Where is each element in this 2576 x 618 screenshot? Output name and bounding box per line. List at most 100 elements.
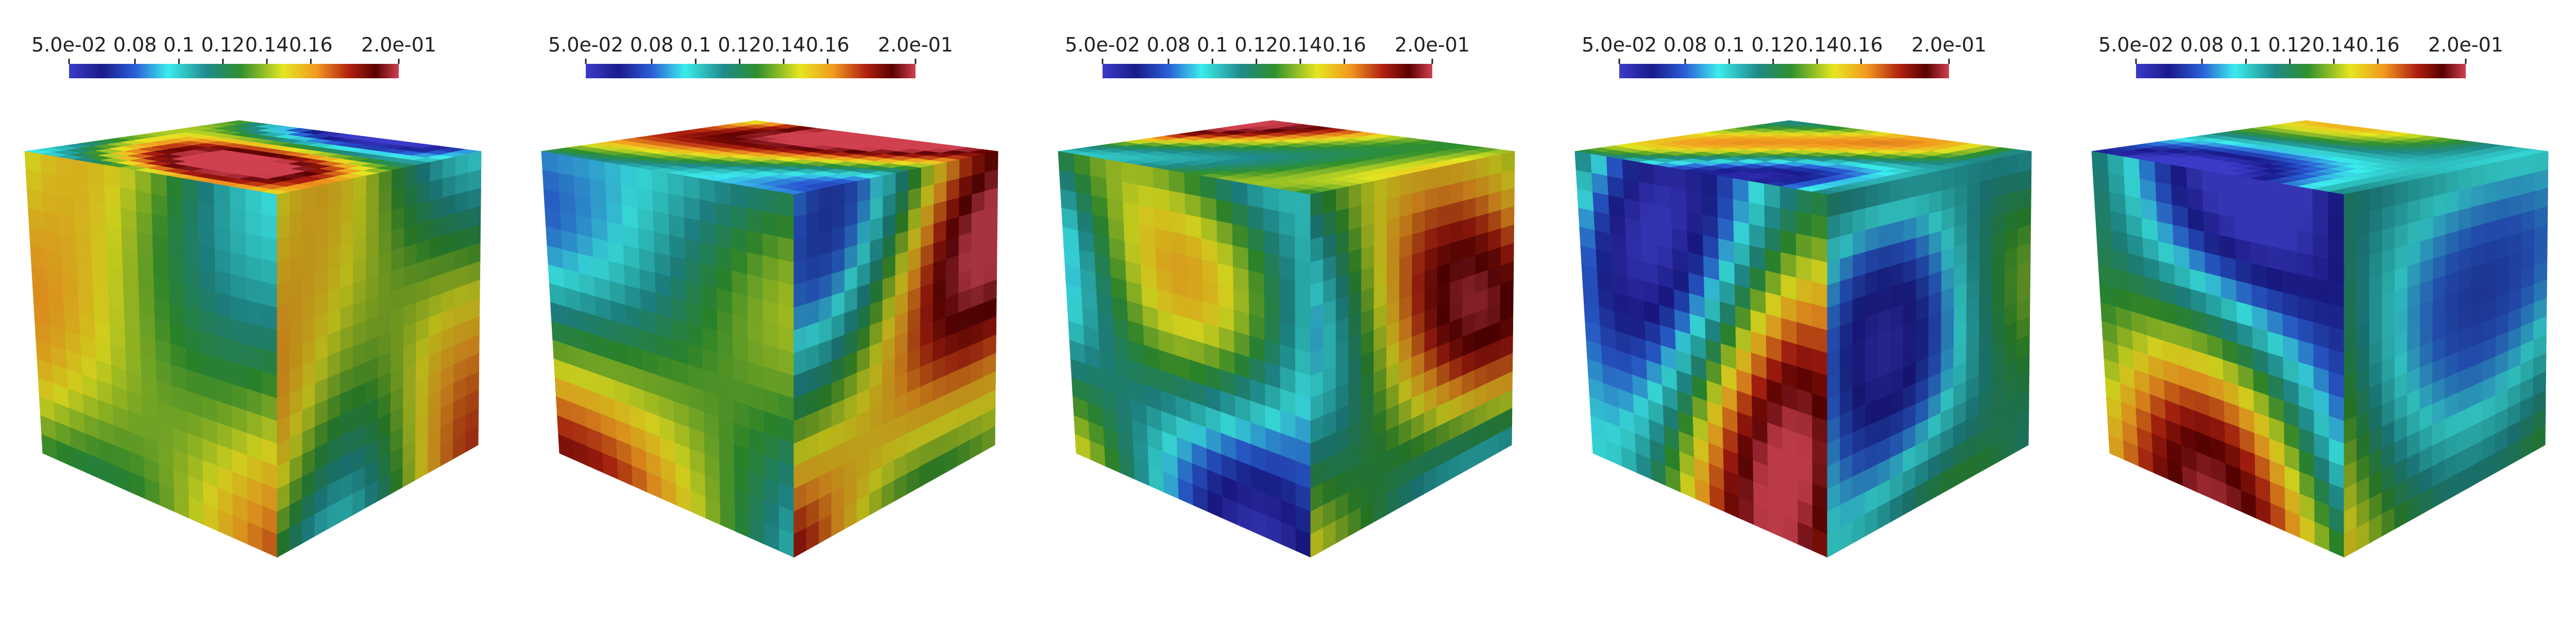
cube-cell bbox=[1765, 270, 1782, 297]
cube-cell bbox=[1121, 162, 1139, 185]
cube-cell bbox=[1279, 211, 1296, 237]
cube-cell bbox=[1450, 200, 1464, 225]
cube-cell bbox=[56, 156, 74, 180]
cube-cell bbox=[2202, 190, 2219, 215]
cube-cell bbox=[353, 237, 367, 263]
cube-cell bbox=[2296, 186, 2313, 212]
cube-cell bbox=[2187, 208, 2205, 232]
cube-cell bbox=[1412, 190, 1426, 215]
cube-cell bbox=[1185, 235, 1203, 260]
cube-cell bbox=[1592, 192, 1610, 215]
cube-cell bbox=[261, 214, 278, 241]
cube-cell bbox=[1890, 241, 1904, 267]
cube-cell bbox=[182, 178, 199, 203]
cube-cell bbox=[2091, 151, 2109, 174]
cube-cell bbox=[1217, 263, 1234, 289]
cube-cell bbox=[1840, 233, 1853, 260]
cube-cell bbox=[946, 197, 960, 221]
cube-cell bbox=[366, 173, 380, 197]
cube-cell bbox=[1232, 202, 1249, 228]
cube-cell bbox=[277, 259, 291, 286]
cube-cell bbox=[1425, 227, 1438, 252]
cube-cell bbox=[2369, 273, 2383, 300]
cube-cell bbox=[832, 183, 845, 209]
cube-cell bbox=[1437, 164, 1451, 188]
cube-cell bbox=[1231, 181, 1248, 206]
cube-cell bbox=[1890, 220, 1904, 246]
cube-cell bbox=[467, 169, 482, 192]
cube-cell bbox=[1294, 192, 1311, 218]
cube-cell bbox=[72, 159, 89, 183]
cube-cell bbox=[934, 162, 947, 185]
cube-cell bbox=[136, 211, 153, 236]
cube-cell bbox=[1107, 198, 1124, 222]
cube-cell bbox=[1865, 227, 1879, 253]
cube-cell bbox=[844, 245, 858, 271]
cube-cell bbox=[2433, 193, 2447, 218]
cube-cell bbox=[2219, 255, 2236, 281]
colorbar bbox=[1103, 64, 1432, 78]
cube-cell bbox=[793, 259, 807, 286]
cube-cell bbox=[1279, 188, 1296, 215]
cube-cell bbox=[2509, 175, 2523, 198]
cube-cell bbox=[2313, 300, 2329, 327]
cube-cell bbox=[1718, 238, 1735, 264]
cube-cell bbox=[762, 255, 779, 282]
cube-cell bbox=[1796, 255, 1812, 282]
cube-cell bbox=[261, 192, 278, 218]
cube-cell bbox=[2186, 167, 2204, 192]
cube-cell bbox=[2328, 236, 2345, 263]
cube-cell bbox=[2433, 173, 2447, 197]
cube-cell bbox=[1248, 270, 1265, 297]
cube-cell bbox=[542, 169, 560, 193]
cube-cell bbox=[88, 181, 106, 205]
cube-cell bbox=[2509, 194, 2523, 217]
cube-cell bbox=[1795, 233, 1812, 260]
colorbar-tick-label: 0.08 bbox=[2180, 33, 2224, 56]
cube-cell bbox=[2140, 179, 2157, 202]
cube-cell bbox=[908, 207, 922, 232]
cube-cell bbox=[2458, 167, 2472, 191]
cube-cell bbox=[1877, 266, 1891, 293]
cube-cell bbox=[1488, 172, 1502, 195]
cube-cell bbox=[2188, 228, 2205, 253]
cube-cell bbox=[2420, 237, 2434, 263]
cube-cell bbox=[557, 153, 574, 177]
cube-cell bbox=[1840, 188, 1853, 215]
cube-cell bbox=[857, 262, 871, 288]
cube-cell bbox=[620, 164, 637, 188]
colorbar-tick-label: 0.08 bbox=[630, 33, 674, 56]
cube-cell bbox=[1941, 167, 1956, 191]
cube-cell bbox=[1750, 266, 1766, 293]
cube-cell bbox=[1248, 227, 1264, 253]
colorbar-tick-label: 0.08 bbox=[1147, 33, 1191, 56]
colorbar-tick-label: 0.08 bbox=[1664, 33, 1707, 56]
cube-cell bbox=[167, 217, 184, 243]
cube-cell bbox=[2446, 190, 2460, 215]
cube-cell bbox=[685, 259, 702, 285]
cube-cell bbox=[806, 188, 820, 215]
cube-cell bbox=[1361, 202, 1375, 228]
cube-cell bbox=[327, 266, 341, 293]
cube-cell bbox=[1590, 153, 1608, 177]
cube-cell bbox=[984, 169, 998, 192]
cube-cell bbox=[2382, 269, 2396, 297]
cube-cell bbox=[1185, 214, 1202, 239]
cube-cell bbox=[1295, 326, 1311, 354]
cube-cell bbox=[135, 190, 152, 215]
cube-cell bbox=[1074, 153, 1091, 177]
cube-cell bbox=[1200, 217, 1218, 243]
cube-cell bbox=[168, 259, 185, 285]
cube-cell bbox=[1361, 266, 1375, 293]
cube-cell bbox=[1247, 205, 1264, 231]
cube-cell bbox=[1310, 303, 1324, 331]
cube-cell bbox=[214, 227, 231, 253]
cube-cell bbox=[2357, 233, 2370, 260]
cube-cell bbox=[366, 234, 379, 260]
cube-cell bbox=[1138, 204, 1156, 229]
cube-cell bbox=[1263, 186, 1280, 212]
cube-cell bbox=[806, 233, 820, 260]
cube-cell bbox=[857, 199, 871, 225]
cube-cell bbox=[1310, 281, 1324, 308]
cube-cell bbox=[290, 277, 303, 304]
